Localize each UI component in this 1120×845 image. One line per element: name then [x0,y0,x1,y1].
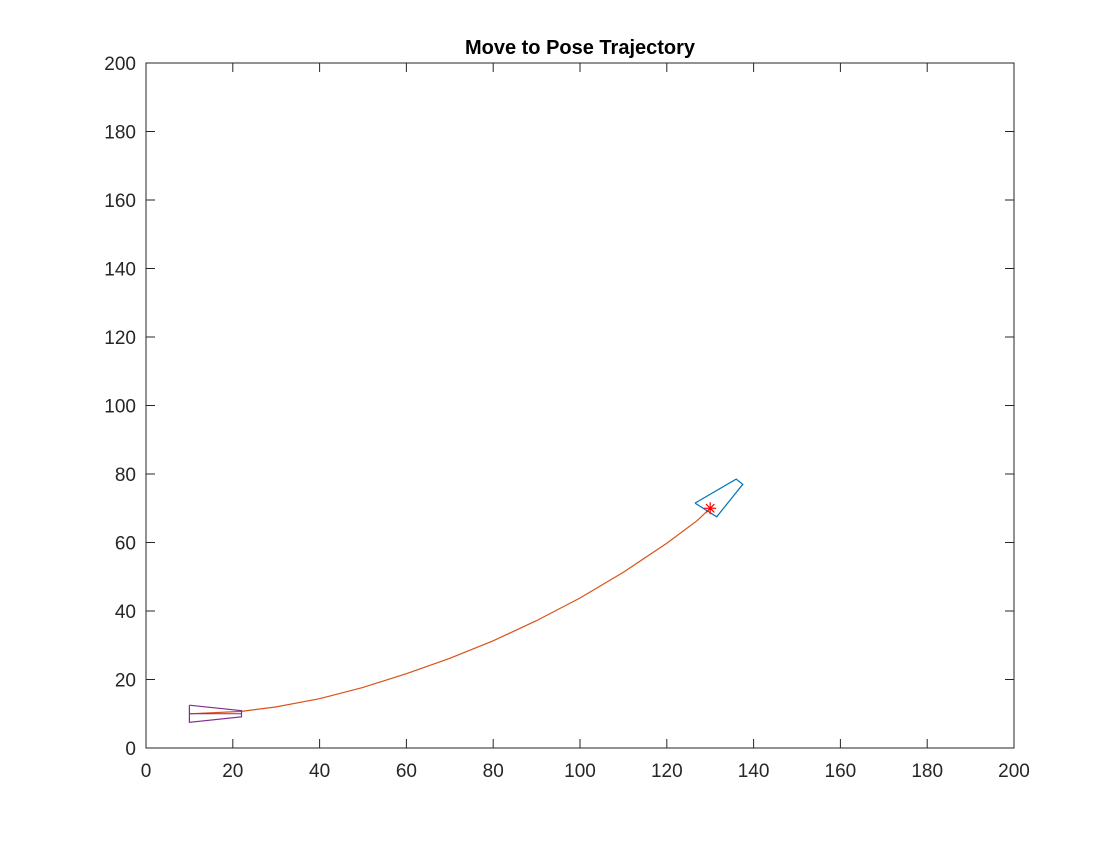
x-tick-label: 180 [911,761,943,782]
x-tick-label: 60 [396,761,417,782]
goal-marker [704,502,717,515]
x-tick-label: 120 [651,761,683,782]
x-tick-label: 20 [222,761,243,782]
x-tick-label: 160 [825,761,857,782]
axes-box [145,62,1015,749]
x-axis: 0 20 40 60 80 100 120 140 160 180 200 [141,63,1030,782]
y-tick-label: 180 [104,123,136,144]
x-tick-label: 140 [738,761,770,782]
y-tick-label: 80 [115,465,136,486]
x-tick-label: 0 [141,761,152,782]
y-tick-label: 160 [104,191,136,212]
start-vehicle-outline [188,704,243,723]
y-axis: 0 20 40 60 80 100 120 140 160 180 200 [104,54,1014,760]
goal-vehicle-outline [694,478,744,518]
trajectory-line [189,507,711,715]
x-tick-label: 80 [483,761,504,782]
chart-title: Move to Pose Trajectory [465,37,696,59]
y-tick-label: 60 [115,534,136,555]
y-tick-label: 0 [125,739,136,760]
y-tick-label: 100 [104,397,136,418]
x-tick-label: 100 [564,761,596,782]
y-tick-label: 20 [115,671,136,692]
y-tick-label: 140 [104,260,136,281]
y-tick-label: 200 [104,54,136,75]
y-tick-label: 120 [104,328,136,349]
y-tick-label: 40 [115,602,136,623]
x-tick-label: 40 [309,761,330,782]
x-tick-label: 200 [998,761,1030,782]
plot-area [188,478,744,723]
